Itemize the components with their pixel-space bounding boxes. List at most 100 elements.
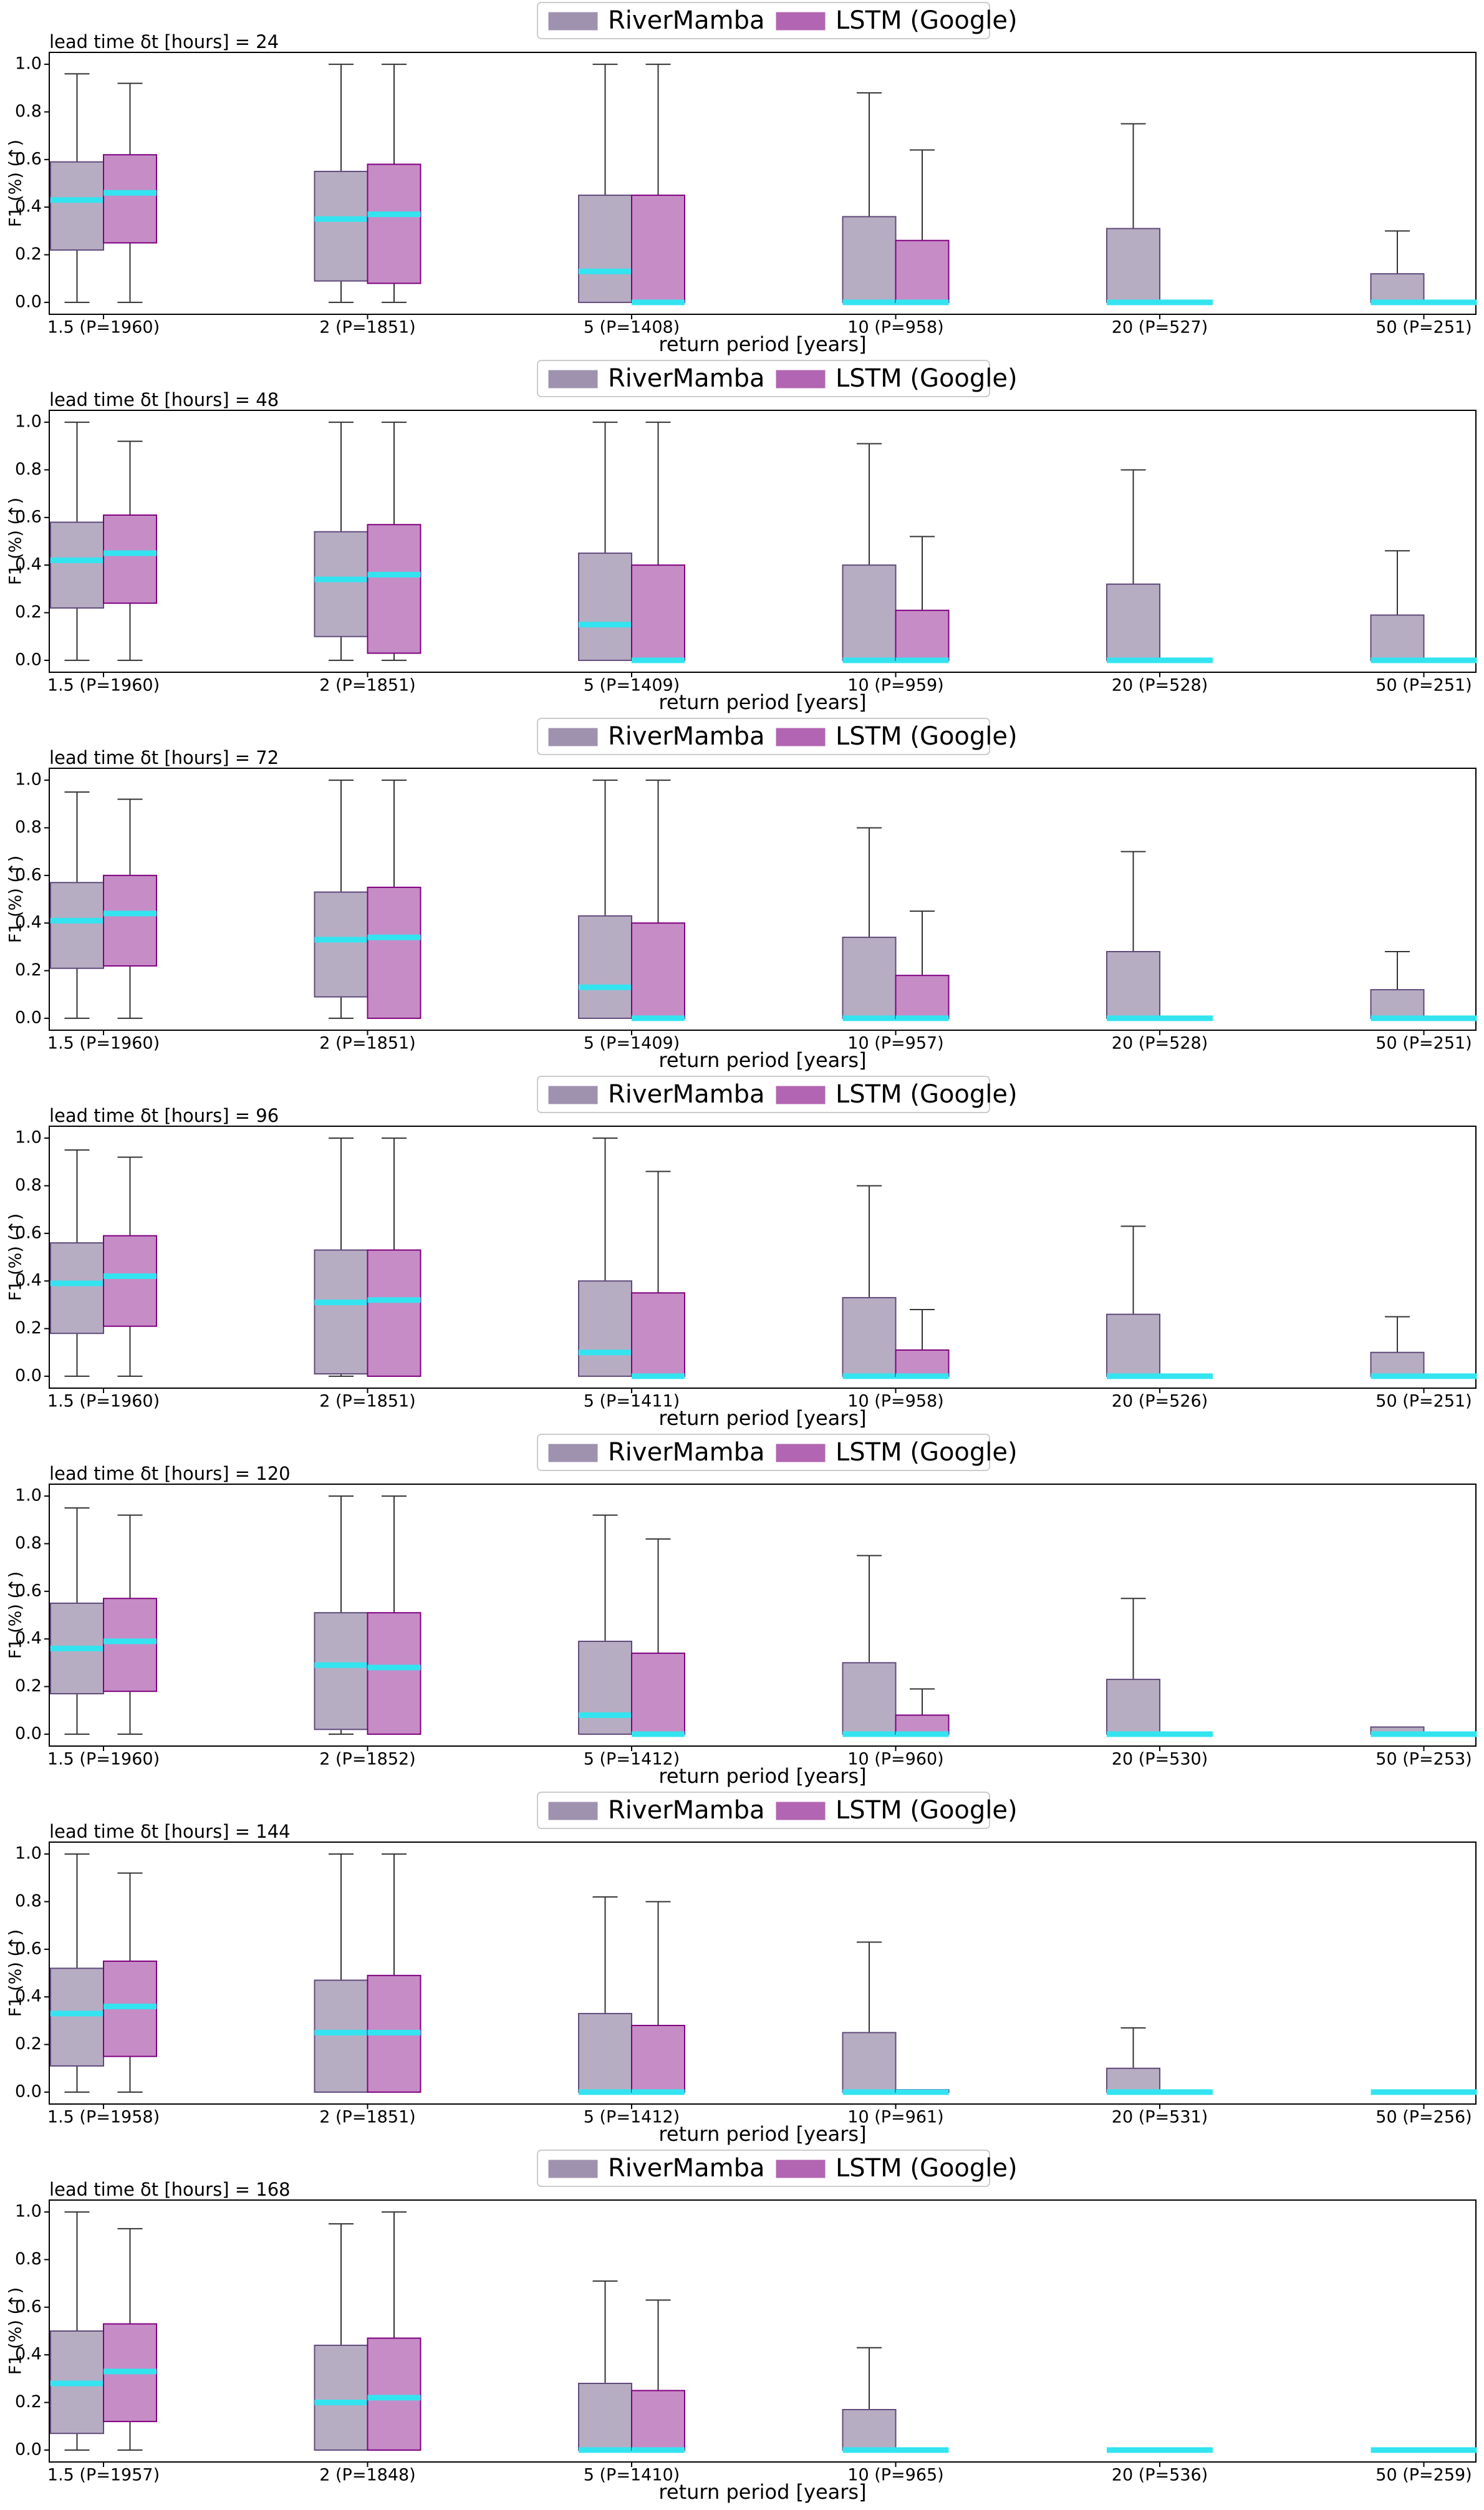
x-tick-label: 5 (P=1411) xyxy=(584,1392,680,1411)
x-tick-label: 1.5 (P=1960) xyxy=(47,1392,160,1411)
y-tick-label: 0.0 xyxy=(15,2082,42,2101)
y-axis-label: F1 (%) (↑) xyxy=(6,1929,26,2017)
y-axis-label: F1 (%) (↑) xyxy=(6,1571,26,1659)
box xyxy=(367,524,422,654)
x-tick-label: 2 (P=1851) xyxy=(319,1034,415,1053)
x-tick-label: 2 (P=1851) xyxy=(319,676,415,695)
legend-label: LSTM (Google) xyxy=(836,364,1018,393)
x-tick-label: 10 (P=958) xyxy=(847,318,943,337)
plot-frame xyxy=(49,768,1477,1031)
y-tick-label: 1.0 xyxy=(15,2202,42,2221)
box xyxy=(1106,951,1160,1019)
y-tick-label: 0.6 xyxy=(15,1223,42,1242)
x-tick-label: 2 (P=1851) xyxy=(319,2108,415,2127)
box xyxy=(1370,1351,1425,1377)
y-tick-label: 0.8 xyxy=(15,818,42,837)
y-tick-label: 0.4 xyxy=(15,1271,42,1290)
y-tick-label: 0.6 xyxy=(15,149,42,168)
legend-label: RiverMamba xyxy=(608,1438,765,1467)
box xyxy=(895,239,950,303)
x-tick-label: 5 (P=1412) xyxy=(584,2108,680,2127)
box xyxy=(842,937,897,1019)
box xyxy=(842,2032,897,2093)
legend-swatch xyxy=(776,1444,826,1462)
x-tick-label: 5 (P=1409) xyxy=(584,676,680,695)
x-tick-label: 10 (P=960) xyxy=(847,1750,943,1769)
y-tick-label: 0.6 xyxy=(15,865,42,884)
legend-label: RiverMamba xyxy=(608,722,765,751)
legend-frame xyxy=(537,1434,990,1471)
x-tick-label: 50 (P=251) xyxy=(1376,1034,1472,1053)
box xyxy=(895,975,950,1019)
legend-swatch xyxy=(776,2160,826,2178)
y-tick-label: 0.4 xyxy=(15,2345,42,2364)
legend-swatch xyxy=(776,1086,826,1104)
box xyxy=(1370,989,1425,1019)
y-tick-label: 0.8 xyxy=(15,460,42,479)
box xyxy=(50,1242,104,1335)
panel: RiverMamba LSTM (Google) lead time δt [hou… xyxy=(6,1434,1477,1788)
y-tick-label: 0.8 xyxy=(15,2249,42,2269)
box xyxy=(367,2337,422,2451)
legend-label: RiverMamba xyxy=(608,1080,765,1109)
x-tick-label: 5 (P=1408) xyxy=(584,318,680,337)
y-tick-label: 1.0 xyxy=(15,412,42,432)
legend-label: LSTM (Google) xyxy=(836,722,1018,751)
x-tick-label: 50 (P=259) xyxy=(1376,2466,1472,2485)
y-tick-label: 0.0 xyxy=(15,1008,42,1027)
x-tick-label: 2 (P=1851) xyxy=(319,318,415,337)
y-tick-label: 0.6 xyxy=(15,507,42,526)
legend-swatch xyxy=(776,370,826,389)
box xyxy=(631,2390,685,2451)
legend-frame xyxy=(537,1792,990,1829)
y-tick-label: 0.4 xyxy=(15,913,42,932)
x-tick-label: 1.5 (P=1960) xyxy=(47,1034,160,1053)
y-tick-label: 0.2 xyxy=(15,960,42,980)
x-tick-label: 10 (P=958) xyxy=(847,1392,943,1411)
x-tick-label: 10 (P=961) xyxy=(847,2108,943,2127)
box xyxy=(578,1641,632,1735)
box xyxy=(895,1349,950,1377)
x-axis-label: return period [years] xyxy=(658,1406,866,1430)
y-tick-label: 0.2 xyxy=(15,1676,42,1696)
legend-swatch xyxy=(548,728,598,746)
y-tick-label: 0.2 xyxy=(15,1318,42,1338)
y-axis-label: F1 (%) (↑) xyxy=(6,140,26,227)
plot-frame xyxy=(49,52,1477,315)
box xyxy=(842,564,897,661)
box xyxy=(103,874,157,967)
box xyxy=(631,564,685,661)
legend-label: LSTM (Google) xyxy=(836,1796,1018,1825)
x-tick-label: 10 (P=959) xyxy=(847,676,943,695)
x-axis-label: return period [years] xyxy=(658,690,866,714)
legend-frame xyxy=(537,718,990,755)
y-tick-label: 0.4 xyxy=(15,1629,42,1648)
box xyxy=(367,886,422,1019)
box xyxy=(631,2025,685,2093)
box xyxy=(314,1249,369,1375)
panel-title: lead time δt [hours] = 144 xyxy=(49,1821,291,1842)
plot-frame xyxy=(49,1126,1477,1389)
box xyxy=(578,195,632,303)
panel-title: lead time δt [hours] = 120 xyxy=(49,1463,291,1484)
y-axis-label: F1 (%) (↑) xyxy=(6,2287,26,2375)
x-axis-label: return period [years] xyxy=(658,2480,866,2504)
legend-label: RiverMamba xyxy=(608,2154,765,2183)
legend-swatch xyxy=(548,12,598,31)
y-tick-label: 0.2 xyxy=(15,2392,42,2411)
y-tick-label: 0.4 xyxy=(15,1987,42,2006)
x-tick-label: 20 (P=530) xyxy=(1112,1750,1208,1769)
x-axis-label: return period [years] xyxy=(658,332,866,356)
y-tick-label: 0.8 xyxy=(15,1175,42,1195)
box xyxy=(103,1598,157,1692)
box xyxy=(314,891,369,998)
box xyxy=(895,609,950,661)
y-tick-label: 1.0 xyxy=(15,1844,42,1863)
box xyxy=(631,1653,685,1735)
y-tick-label: 0.0 xyxy=(15,1366,42,1385)
panel-title: lead time δt [hours] = 72 xyxy=(49,747,279,768)
box xyxy=(1370,614,1425,661)
box xyxy=(50,1967,104,2067)
x-tick-label: 10 (P=957) xyxy=(847,1034,943,1053)
box xyxy=(1106,2067,1160,2093)
